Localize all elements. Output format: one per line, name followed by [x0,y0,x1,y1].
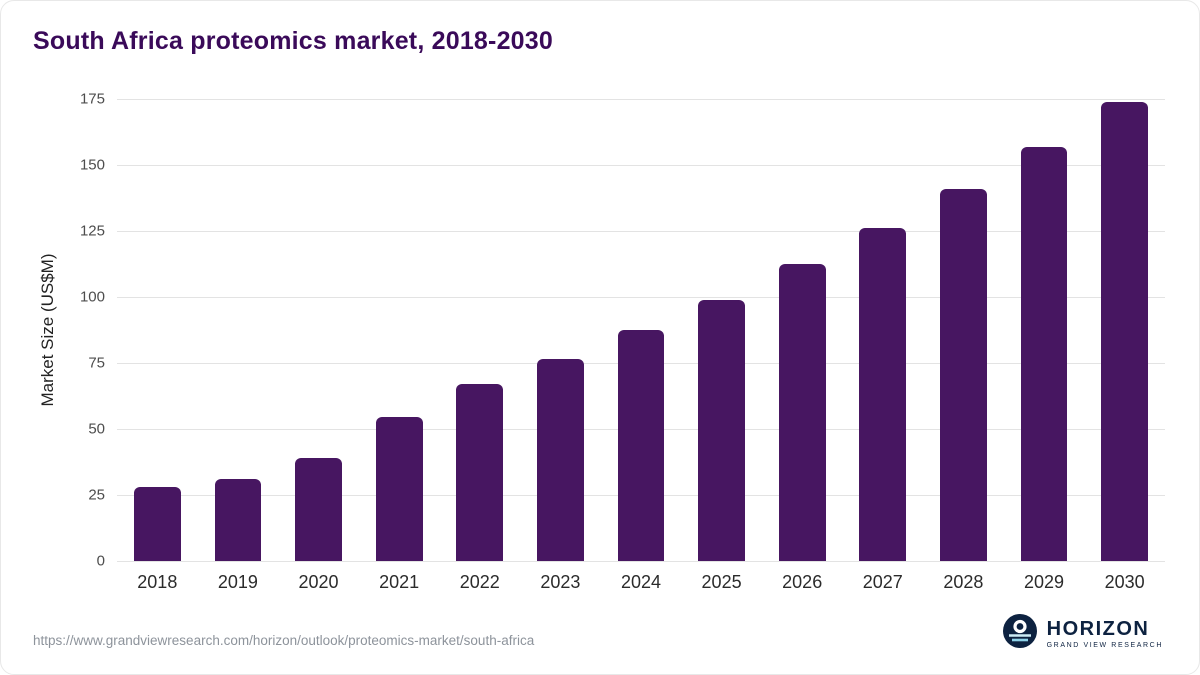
plot-area [117,99,1165,562]
bar-cell [359,99,440,561]
bar-2025 [698,299,745,561]
gridline [117,165,1165,166]
y-tick-label: 0 [96,552,105,570]
bar-2021 [375,417,423,561]
horizon-logo-icon [1002,613,1038,654]
bar-2028 [940,188,987,561]
bar-cell [842,99,923,561]
bar-2024 [617,330,665,561]
bar-cell [762,99,843,561]
bar-cell [520,99,601,561]
chart-title: South Africa proteomics market, 2018-203… [33,27,553,55]
brand-subtitle: GRAND VIEW RESEARCH [1046,641,1163,649]
y-tick-label: 125 [79,222,105,240]
x-tick-label: 2024 [620,572,661,592]
bar-2023 [536,359,584,561]
bars-container [117,99,1165,561]
bar-2030 [1101,101,1148,561]
bar-cell [278,99,359,561]
x-axis-labels: 2018 2019 2020 2021 2022 2023 2024 2025 2026 2027… [117,561,1165,604]
bar-2029 [1020,146,1068,561]
bar-cell [1084,99,1165,561]
y-tick-label: 75 [88,354,105,372]
gridline [117,231,1165,232]
y-axis-title: Market Size (US$M) [38,253,57,407]
gridline [117,561,1165,562]
bar-cell [439,99,520,561]
bar-2020 [295,458,342,561]
x-tick-label: 2019 [217,572,258,592]
source-url: https://www.grandviewresearch.com/horizo… [33,633,535,648]
bar-2018 [133,487,181,561]
y-axis-title-cell: Market Size (US$M) [31,99,65,561]
brand-logo: HORIZON GRAND VIEW RESEARCH [1002,613,1163,654]
x-tick-label: 2023 [540,572,581,592]
bar-cell [923,99,1004,561]
x-tick-label: 2022 [459,572,500,592]
x-tick-label: 2021 [379,572,420,592]
y-tick-label: 100 [79,288,105,306]
gridline [117,99,1165,100]
x-tick-label: 2025 [701,572,742,592]
bar-2027 [859,228,907,561]
bar-2019 [214,479,262,561]
bar-2022 [456,384,504,561]
bar-cell [198,99,279,561]
y-tick-label: 50 [88,420,105,438]
y-tick-label: 175 [79,90,105,108]
y-axis-ticks: 0 25 50 75 100 125 150 175 [65,91,117,570]
bar-2026 [778,264,826,561]
gridline [117,297,1165,298]
x-tick-label: 2029 [1023,572,1065,592]
x-tick-label: 2018 [137,572,178,592]
bar-cell [681,99,762,561]
x-tick-label: 2020 [298,572,339,592]
bar-cell [601,99,682,561]
x-tick-label: 2026 [782,572,823,592]
bar-cell [1004,99,1085,561]
x-tick-label: 2027 [862,572,903,592]
y-tick-label: 25 [88,486,105,504]
x-tick-label: 2030 [1104,572,1145,592]
bar-chart: Market Size (US$M) 0 25 50 75 100 125 150 175 2… [31,91,1165,604]
bar-cell [117,99,198,561]
y-tick-label: 150 [79,156,105,174]
x-tick-label: 2028 [943,572,984,592]
brand-name: HORIZON [1046,617,1150,640]
